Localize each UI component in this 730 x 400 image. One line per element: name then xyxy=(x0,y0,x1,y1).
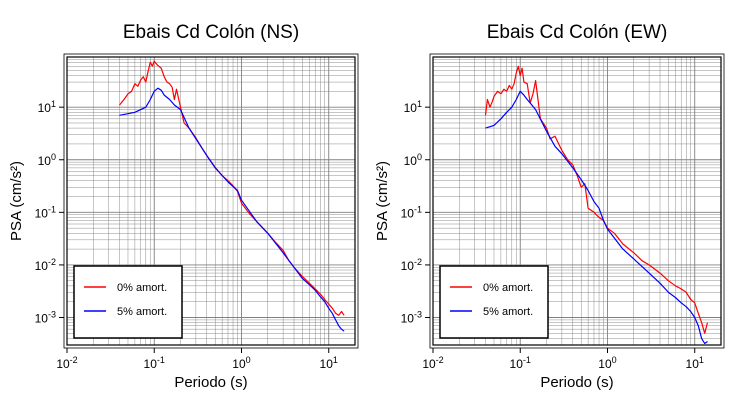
grid xyxy=(66,56,356,346)
plot-frame-outer xyxy=(429,53,725,349)
x-axis-label: Periodo (s) xyxy=(174,374,247,391)
x-tick-label: 10-1 xyxy=(510,355,531,371)
legend: 0% amort. 5% amort. xyxy=(439,265,549,339)
y-tick-label: 10-3 xyxy=(401,310,422,326)
y-tick-label: 101 xyxy=(404,99,422,115)
x-tick-label: 10-2 xyxy=(422,355,443,371)
chart-panel-ew: 10-2 10-1 100 101 10-3 10-2 10-1 100 101 Ebais Cd… xyxy=(374,22,725,391)
x-axis-label: Periodo (s) xyxy=(540,374,613,391)
legend-label: 0% amort. xyxy=(117,282,167,294)
y-tick-label: 10-2 xyxy=(35,257,56,273)
x-tick-label: 100 xyxy=(598,355,616,371)
chart-title: Ebais Cd Colón (NS) xyxy=(123,22,299,43)
legend-box xyxy=(439,265,549,339)
series-line-5pct xyxy=(485,90,708,345)
legend-label: 5% amort. xyxy=(117,306,167,318)
y-axis-label: PSA (cm/s²) xyxy=(8,161,25,241)
legend-label: 5% amort. xyxy=(483,306,533,318)
series-line-5pct xyxy=(119,87,345,332)
legend-box xyxy=(73,265,183,339)
x-tick-label: 10-2 xyxy=(56,355,77,371)
plot-frame xyxy=(432,56,722,346)
series-line-0pct xyxy=(484,65,709,334)
chart-panel-ns: 10-2 10-1 100 101 10-3 10-2 10-1 100 101 Ebais Cd… xyxy=(8,22,359,391)
x-tick-label: 101 xyxy=(686,355,704,371)
chart-title: Ebais Cd Colón (EW) xyxy=(487,22,668,43)
y-axis-label: PSA (cm/s²) xyxy=(374,161,391,241)
legend: 0% amort. 5% amort. xyxy=(73,265,183,339)
x-tick-label: 10-1 xyxy=(144,355,165,371)
plot-frame xyxy=(66,56,356,346)
y-tick-label: 10-1 xyxy=(35,204,56,220)
plot-frame-outer xyxy=(63,53,359,349)
y-tick-label: 100 xyxy=(404,152,422,168)
x-tick-label: 101 xyxy=(320,355,338,371)
y-tick-label: 10-3 xyxy=(35,310,56,326)
y-tick-label: 10-2 xyxy=(401,257,422,273)
x-tick-label: 100 xyxy=(232,355,250,371)
y-tick-label: 10-1 xyxy=(401,204,422,220)
y-tick-label: 100 xyxy=(38,152,56,168)
legend-label: 0% amort. xyxy=(483,282,533,294)
y-tick-label: 101 xyxy=(38,99,56,115)
